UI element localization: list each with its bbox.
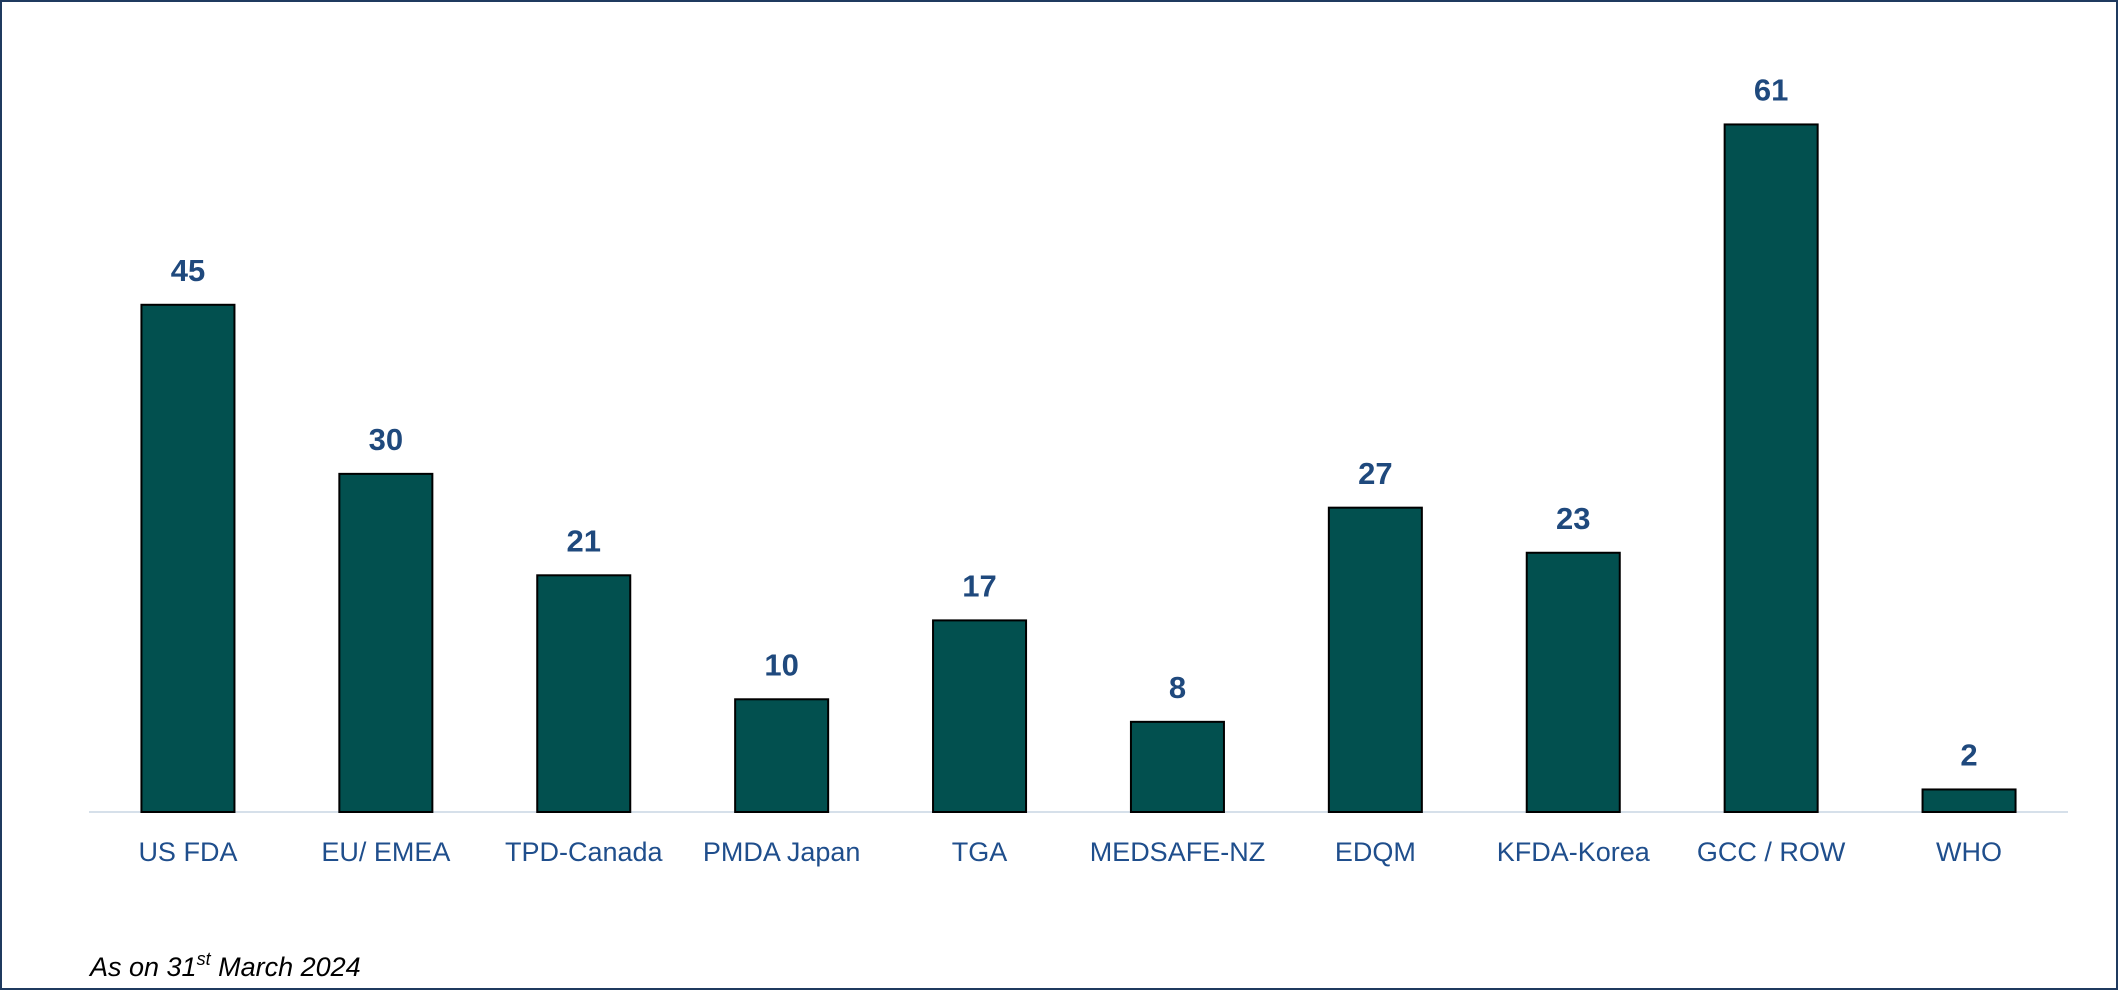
value-label: 2 bbox=[1960, 738, 1977, 773]
bar bbox=[1327, 506, 1423, 813]
bar bbox=[338, 472, 434, 813]
x-tick-label: TGA bbox=[952, 837, 1008, 867]
bar bbox=[734, 698, 830, 813]
x-tick-label: WHO bbox=[1936, 837, 2002, 867]
bar bbox=[140, 303, 236, 813]
bar bbox=[1921, 788, 2017, 814]
footnote-text: As on 31 bbox=[88, 952, 197, 982]
x-tick-label: MEDSAFE-NZ bbox=[1090, 837, 1266, 867]
bar bbox=[1525, 551, 1621, 813]
value-label: 61 bbox=[1754, 73, 1788, 108]
value-label: 30 bbox=[369, 422, 403, 457]
x-tick-label: EU/ EMEA bbox=[321, 837, 450, 867]
x-tick-label: EDQM bbox=[1335, 837, 1416, 867]
bar bbox=[932, 619, 1028, 814]
x-tick-label: US FDA bbox=[138, 837, 237, 867]
bar bbox=[536, 574, 632, 813]
footnote: As on 31st March 2024 bbox=[88, 949, 361, 982]
footnote-text: March 2024 bbox=[211, 952, 361, 982]
value-label: 27 bbox=[1358, 456, 1392, 491]
value-label: 21 bbox=[567, 523, 601, 558]
bar bbox=[1723, 123, 1819, 813]
value-label: 45 bbox=[171, 253, 205, 288]
x-tick-label: PMDA Japan bbox=[703, 837, 861, 867]
x-tick-label: TPD-Canada bbox=[505, 837, 664, 867]
value-label: 8 bbox=[1169, 670, 1186, 705]
x-tick-label: KFDA-Korea bbox=[1497, 837, 1651, 867]
footnote-sup: st bbox=[197, 949, 212, 969]
value-label: 10 bbox=[764, 647, 798, 682]
value-label: 23 bbox=[1556, 501, 1590, 536]
x-tick-label: GCC / ROW bbox=[1697, 837, 1846, 867]
bar bbox=[1129, 720, 1225, 813]
value-label: 17 bbox=[962, 569, 996, 604]
